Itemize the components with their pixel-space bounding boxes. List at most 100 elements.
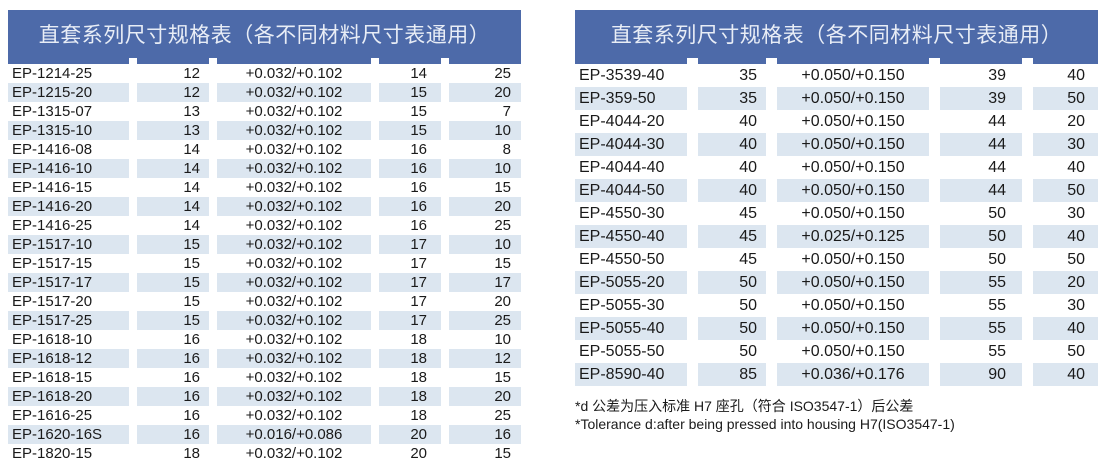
table-row: EP-1620-16S 16 +0.016/+0.086 20 16 [8,425,521,444]
table-cell: +0.036/+0.176 [777,363,929,386]
table-row: EP-1416-20 14 +0.032/+0.102 16 20 [8,197,521,216]
table-cell: +0.050/+0.150 [777,179,929,202]
table-cell: 15 [494,255,511,272]
table-cell: 15 [137,273,209,292]
table-cell: +0.016/+0.086 [217,425,371,444]
table-cell: 17 [379,311,441,330]
table-cell: 16 [410,217,427,234]
table-row: EP-1820-15 18 +0.032/+0.102 20 15 [8,444,521,463]
table-cell: 14 [137,159,209,178]
spec-table-right: 直套系列尺寸规格表（各不同材料尺寸表通用） EP-3539-40 35 +0.050… [575,10,1098,433]
table-cell: 14 [183,179,200,196]
table-cell: 50 [739,297,757,314]
table-cell: +0.050/+0.150 [801,205,905,222]
table-cell: 18 [410,331,427,348]
table-cell: EP-1820-15 [12,445,93,462]
table-cell: 16 [183,407,200,424]
table-cell: 50 [1033,87,1098,110]
table-cell: 50 [988,251,1006,268]
table-cell: +0.032/+0.102 [217,121,371,140]
table-cell: +0.032/+0.102 [245,103,343,120]
table-cell: 30 [1067,205,1085,222]
table-cell: EP-1215-20 [8,83,129,102]
table-cell: 45 [739,205,757,222]
table-cell: 20 [379,425,441,444]
table-cell: 15 [494,369,511,386]
table-cell: 13 [137,121,209,140]
header-notch [449,58,521,64]
footnote-cn: *d 公差为压入标准 H7 座孔（符合 ISO3547-1）后公差 [575,398,914,414]
table-row: EP-5055-40 50 +0.050/+0.150 55 40 [575,317,1098,340]
table-cell: 40 [698,179,766,202]
table-cell: +0.032/+0.102 [245,141,343,158]
table-row: EP-1618-12 16 +0.032/+0.102 18 12 [8,349,521,368]
table-cell: 18 [410,369,427,386]
table-cell: 15 [137,235,209,254]
table-cell: 14 [137,197,209,216]
table-cell: 15 [137,311,209,330]
table-cell: 16 [137,425,209,444]
table-cell: 17 [410,293,427,310]
table-cell: EP-1517-20 [12,293,93,310]
table-cell: EP-1416-10 [8,159,129,178]
table-cell: 15 [494,179,511,196]
table-cell: 16 [379,159,441,178]
table-row: EP-1215-20 12 +0.032/+0.102 15 20 [8,83,521,102]
table-cell: +0.032/+0.102 [245,255,343,272]
table-row: EP-1416-25 14 +0.032/+0.102 16 25 [8,216,521,235]
table-cell: 13 [183,103,200,120]
header-notch [940,58,1022,64]
table-cell: EP-1517-17 [8,273,129,292]
table-row: EP-1618-15 16 +0.032/+0.102 18 15 [8,368,521,387]
spec-table-left: 直套系列尺寸规格表（各不同材料尺寸表通用） EP-1214-25 12 +0.032… [8,10,521,463]
table-row: EP-8590-40 85 +0.036/+0.176 90 40 [575,363,1098,386]
header-notch [1033,58,1098,64]
table-cell: EP-5055-50 [579,343,665,360]
table-row: EP-1616-25 16 +0.032/+0.102 18 25 [8,406,521,425]
table-cell: +0.050/+0.150 [801,113,905,130]
table-cell: 40 [1033,317,1098,340]
table-cell: +0.050/+0.150 [801,159,905,176]
table-cell: 15 [410,103,427,120]
table-cell: +0.032/+0.102 [217,83,371,102]
table-cell: +0.032/+0.102 [245,445,343,462]
table-cell: 40 [1067,159,1085,176]
table-cell: EP-1416-20 [8,197,129,216]
table-cell: +0.050/+0.150 [801,251,905,268]
table-row: EP-1416-10 14 +0.032/+0.102 16 10 [8,159,521,178]
table-cell: +0.050/+0.150 [777,271,929,294]
table-cell: 40 [1033,363,1098,386]
table-cell: 17 [379,235,441,254]
table-cell: +0.050/+0.150 [777,87,929,110]
table-cell: 18 [410,407,427,424]
footnotes: *d 公差为压入标准 H7 座孔（符合 ISO3547-1）后公差 *Toler… [575,397,1098,433]
table-cell: EP-5055-20 [575,271,687,294]
table-row: EP-4044-20 40 +0.050/+0.150 44 20 [575,110,1098,133]
header-notch-row [8,58,521,64]
table-cell: 45 [698,225,766,248]
table-row: EP-5055-30 50 +0.050/+0.150 55 30 [575,294,1098,317]
table-cell: 18 [183,445,200,462]
table-body: EP-3539-40 35 +0.050/+0.150 39 40 EP-359-50 35… [575,64,1098,386]
header-notch [379,58,441,64]
table-cell: 16 [449,425,521,444]
table-cell: 50 [1067,343,1085,360]
table-cell: EP-1618-12 [8,349,129,368]
table-cell: EP-1315-10 [8,121,129,140]
table-cell: 44 [988,159,1006,176]
table-cell: +0.032/+0.102 [245,369,343,386]
table-cell: 20 [449,387,521,406]
table-cell: 50 [1067,251,1085,268]
table-body: EP-1214-25 12 +0.032/+0.102 14 25 EP-1215-20 1… [8,64,521,463]
table-cell: EP-1315-07 [12,103,93,120]
table-cell: 40 [1067,67,1085,84]
table-cell: 18 [379,387,441,406]
table-cell: EP-359-50 [575,87,687,110]
table-cell: EP-4044-30 [575,133,687,156]
header-notch [777,58,929,64]
table-cell: 15 [379,83,441,102]
table-cell: EP-1618-15 [12,369,93,386]
table-cell: EP-1416-25 [12,217,93,234]
table-cell: 40 [698,133,766,156]
table-cell: EP-5055-40 [575,317,687,340]
